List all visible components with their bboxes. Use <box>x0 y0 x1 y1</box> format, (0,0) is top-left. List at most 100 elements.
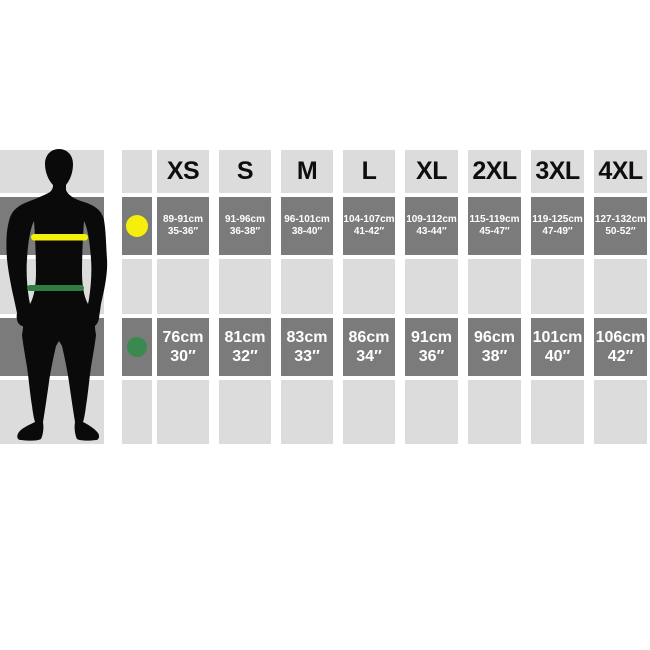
spacer-cell <box>531 380 584 444</box>
size-header-cell: M <box>281 150 333 193</box>
spacer-cell <box>594 380 647 444</box>
spacer-cell <box>343 380 395 444</box>
waist-inches: 30″ <box>170 348 196 365</box>
chest-inches: 45-47″ <box>479 226 510 237</box>
chest-cm: 127-132cm <box>594 213 647 225</box>
spacer-cell <box>405 259 458 314</box>
waist-cm: 76cm <box>162 329 204 346</box>
chest-cm: 89-91cm <box>162 213 204 225</box>
spacer-cell <box>281 259 333 314</box>
size-header-cell: XL <box>405 150 458 193</box>
waist-cm: 81cm <box>224 329 266 346</box>
size-column-4xl: 4XL 127-132cm 50-52″ 106cm 42″ <box>594 150 647 444</box>
figure-band-bottom <box>0 380 104 444</box>
size-label: XS <box>166 157 200 185</box>
size-label: 3XL <box>535 157 580 185</box>
chest-cm: 119-125cm <box>532 213 583 225</box>
figure-band-chest <box>0 197 104 255</box>
waist-cell: 91cm 36″ <box>405 318 458 376</box>
chest-inches: 47-49″ <box>542 226 573 237</box>
chest-marker-cell <box>122 197 152 255</box>
size-column-m: M 96-101cm 38-40″ 83cm 33″ <box>281 150 333 444</box>
waist-inches: 33″ <box>294 348 320 365</box>
chest-cell: 127-132cm 50-52″ <box>594 197 647 255</box>
waist-inches: 32″ <box>232 348 258 365</box>
waist-cell: 101cm 40″ <box>531 318 584 376</box>
figure-band-waist <box>0 318 104 376</box>
chest-inches: 36-38″ <box>229 226 261 237</box>
waist-cell: 83cm 33″ <box>281 318 333 376</box>
size-column-xs: XS 89-91cm 35-36″ 76cm 30″ <box>157 150 209 444</box>
waist-cm: 91cm <box>411 329 452 346</box>
figure-band-mid <box>0 259 104 314</box>
chest-cell: 119-125cm 47-49″ <box>531 197 584 255</box>
spacer-cell <box>219 380 271 444</box>
chest-cm: 96-101cm <box>284 213 330 225</box>
chest-inches: 38-40″ <box>291 226 323 237</box>
spacer-cell <box>157 259 209 314</box>
waist-inches: 38″ <box>481 348 508 365</box>
waist-cell: 106cm 42″ <box>594 318 647 376</box>
waist-cm: 86cm <box>348 329 390 346</box>
spacer-cell <box>157 380 209 444</box>
chest-cell: 104-107cm 41-42″ <box>343 197 395 255</box>
chest-cm: 91-96cm <box>224 213 266 225</box>
waist-cm: 101cm <box>532 329 583 346</box>
waist-cm: 96cm <box>474 329 515 346</box>
size-header-cell: S <box>219 150 271 193</box>
spacer-cell <box>531 259 584 314</box>
size-column-3xl: 3XL 119-125cm 47-49″ 101cm 40″ <box>531 150 584 444</box>
waist-cm: 83cm <box>286 329 328 346</box>
waist-cell: 86cm 34″ <box>343 318 395 376</box>
size-header-cell: XS <box>157 150 209 193</box>
size-label: L <box>361 157 377 185</box>
marker-cell-empty <box>122 150 152 193</box>
chest-inches: 43-44″ <box>416 226 447 237</box>
size-label: S <box>236 157 254 185</box>
size-label: 4XL <box>598 157 643 185</box>
waist-cell: 81cm 32″ <box>219 318 271 376</box>
size-column-2xl: 2XL 115-119cm 45-47″ 96cm 38″ <box>468 150 521 444</box>
chest-cell: 109-112cm 43-44″ <box>405 197 458 255</box>
spacer-cell <box>468 380 521 444</box>
marker-cell-empty <box>122 259 152 314</box>
chest-cell: 115-119cm 45-47″ <box>468 197 521 255</box>
size-header-cell: 3XL <box>531 150 584 193</box>
size-column-l: L 104-107cm 41-42″ 86cm 34″ <box>343 150 395 444</box>
size-chart-grid: XS 89-91cm 35-36″ 76cm 30″ S 91-96cm 36-… <box>0 149 647 444</box>
size-label: XL <box>416 157 447 185</box>
marker-cell-empty <box>122 380 152 444</box>
waist-inches: 42″ <box>607 348 634 365</box>
spacer-cell <box>468 259 521 314</box>
size-header-cell: 2XL <box>468 150 521 193</box>
chest-cell: 96-101cm 38-40″ <box>281 197 333 255</box>
size-header-cell: 4XL <box>594 150 647 193</box>
waist-inches: 36″ <box>418 348 445 365</box>
figure-band-top <box>0 150 104 193</box>
chest-cm: 109-112cm <box>406 213 457 225</box>
waist-marker-icon <box>127 337 147 357</box>
chest-cm: 104-107cm <box>343 213 395 225</box>
waist-cell: 96cm 38″ <box>468 318 521 376</box>
waist-cell: 76cm 30″ <box>157 318 209 376</box>
waist-inches: 34″ <box>356 348 382 365</box>
spacer-cell <box>405 380 458 444</box>
waist-marker-cell <box>122 318 152 376</box>
chest-cell: 89-91cm 35-36″ <box>157 197 209 255</box>
spacer-cell <box>343 259 395 314</box>
waist-inches: 40″ <box>544 348 571 365</box>
size-column-s: S 91-96cm 36-38″ 81cm 32″ <box>219 150 271 444</box>
spacer-cell <box>219 259 271 314</box>
chest-cell: 91-96cm 36-38″ <box>219 197 271 255</box>
marker-column <box>122 150 152 444</box>
chest-cm: 115-119cm <box>469 213 520 225</box>
waist-cm: 106cm <box>595 329 646 346</box>
chest-inches: 35-36″ <box>167 226 199 237</box>
size-label: 2XL <box>472 157 517 185</box>
figure-column <box>0 149 108 444</box>
chest-inches: 50-52″ <box>605 226 636 237</box>
spacer-cell <box>281 380 333 444</box>
chest-marker-icon <box>126 215 148 237</box>
size-column-xl: XL 109-112cm 43-44″ 91cm 36″ <box>405 150 458 444</box>
